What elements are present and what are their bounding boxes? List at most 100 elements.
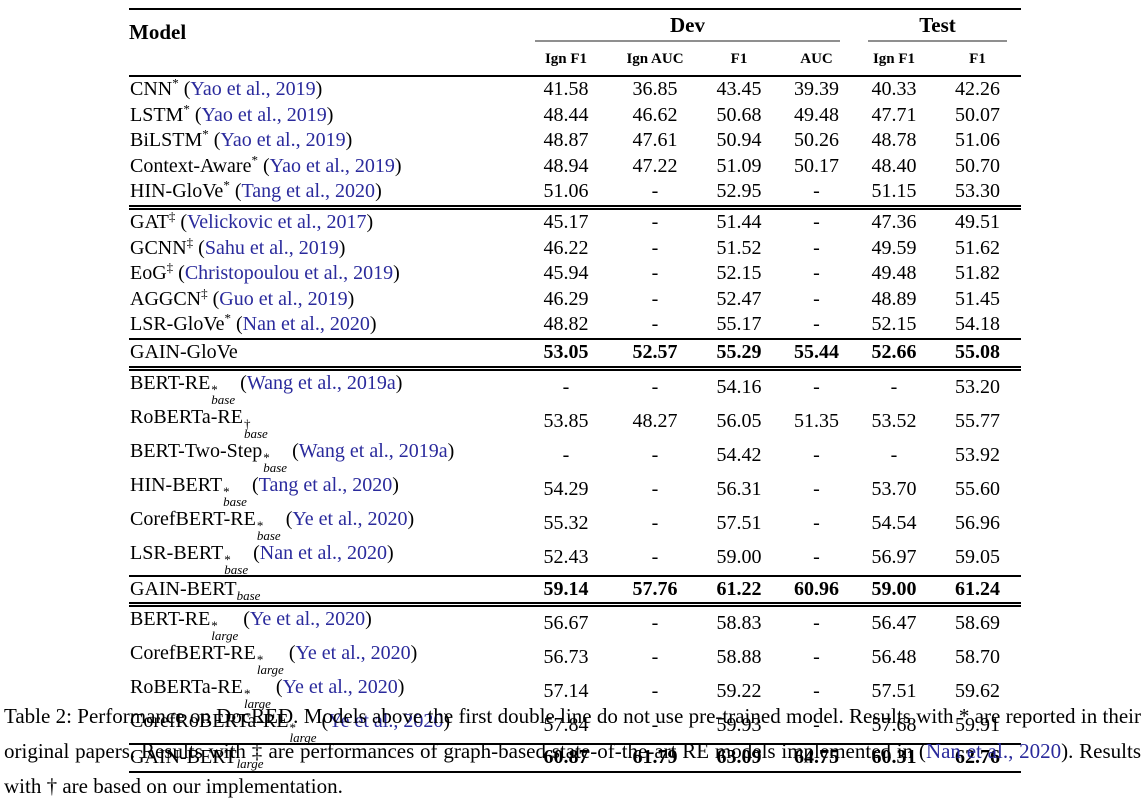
model-cell: BiLSTM* (Yao et al., 2019): [130, 126, 353, 152]
column-header-dev-ign-f1: Ign F1: [521, 42, 611, 77]
table-row: BERT-RE * base (Wang et al., 2019a) - -54.16…: [129, 365, 1022, 406]
citation-link[interactable]: Ye et al., 2020: [292, 507, 408, 530]
model-superscript: *: [224, 310, 231, 326]
citation-link[interactable]: Sahu et al., 2019: [204, 236, 339, 259]
citation-link[interactable]: Velickovic et al., 2017: [187, 210, 367, 233]
model-supsub: * base: [223, 551, 248, 576]
value-cell: 51.15: [871, 180, 917, 203]
model-name: AGGCN: [130, 287, 202, 310]
model-subscript: large: [211, 628, 239, 644]
value-cell: 55.60: [955, 477, 1000, 500]
table-row: GAIN-BERTlarge 60.87 61.79 63.09 64.75 60.31 6…: [129, 743, 1022, 773]
table-row: GAIN-BERTbase 59.14 57.76 61.22 60.96 59.00 61…: [129, 574, 1022, 605]
model-supsub: * large: [210, 619, 239, 644]
column-header-dev-ign-auc: Ign AUC: [611, 42, 699, 77]
table-row: AGGCN‡ (Guo et al., 2019) 46.29 - 52.47 - 48.…: [129, 286, 1021, 313]
value-cell: 45.94: [543, 262, 589, 285]
value-cell: -: [651, 262, 659, 285]
value-cell: 45.17: [521, 204, 611, 236]
model-cell: CorefRoBERTa-RE * large (Ye et al., 2020): [130, 710, 450, 746]
value-cell: 49.48: [871, 262, 917, 285]
value-cell: 54.29: [543, 477, 589, 500]
citation-link[interactable]: Ye et al., 2020: [295, 642, 411, 665]
citation-link[interactable]: Wang et al., 2019a: [246, 371, 396, 394]
model-name: GAT: [130, 210, 169, 233]
model-name: BERT-RE: [130, 371, 211, 394]
value-cell: 55.08: [934, 337, 1022, 369]
value-cell: 48.89: [871, 287, 917, 310]
value-cell: 47.61: [632, 129, 678, 152]
column-header-test-f1: F1: [934, 42, 1022, 77]
citation-link[interactable]: Tang et al., 2020: [258, 473, 393, 496]
value-cell: -: [813, 511, 820, 534]
model-name: HIN-BERT: [130, 473, 223, 496]
column-group-dev: Dev: [521, 9, 854, 42]
model-cell: Context-Aware* (Yao et al., 2019): [130, 152, 402, 177]
table-row: CorefBERT-RE * base (Ye et al., 2020) 55.32…: [129, 507, 1021, 542]
citation-link[interactable]: Ye et al., 2020: [328, 710, 444, 733]
value-cell: 50.70: [955, 154, 1000, 177]
value-cell: 47.36: [854, 204, 934, 236]
value-cell: 60.87: [521, 743, 611, 773]
citation-link[interactable]: Nan et al., 2020: [242, 313, 370, 336]
citation-link[interactable]: Ye et al., 2020: [249, 608, 366, 631]
model-cell: LSTM* (Yao et al., 2019): [130, 100, 334, 126]
results-table-container: Model Dev Test Ign F1 Ign AUC F1 AUC Ign…: [129, 8, 1022, 773]
model-superscript: *: [183, 100, 190, 116]
model-superscript: *: [223, 177, 230, 193]
citation-link[interactable]: Tang et al., 2020: [241, 180, 376, 203]
value-cell: 53.30: [955, 180, 1000, 203]
column-header-dev-f1: F1: [699, 42, 779, 77]
value-cell: 48.27: [632, 409, 678, 432]
value-cell: -: [651, 443, 659, 466]
value-cell: -: [779, 365, 854, 405]
model-subscript: large: [289, 730, 317, 746]
value-cell: 51.82: [955, 262, 1000, 285]
model-superscript: ‡: [166, 259, 174, 275]
value-cell: 57.76: [611, 574, 699, 605]
citation-link[interactable]: Ye et al., 2020: [282, 676, 398, 699]
model-superscript: *: [256, 652, 264, 668]
value-cell: 52.47: [716, 287, 762, 310]
value-cell: 55.17: [716, 313, 762, 336]
value-cell: -: [779, 204, 854, 236]
column-header-test-ign-f1: Ign F1: [854, 42, 934, 77]
model-subscript: base: [263, 459, 288, 475]
value-cell: 56.48: [871, 646, 917, 669]
value-cell: 48.40: [871, 154, 917, 177]
model-superscript: *: [224, 551, 231, 567]
citation-link[interactable]: Nan et al., 2020: [925, 739, 1062, 763]
table-row: HIN-GloVe* (Tang et al., 2020) 51.06 - 52.9…: [129, 179, 1021, 207]
value-cell: 51.45: [955, 287, 1000, 310]
value-cell: 36.85: [632, 78, 678, 100]
model-superscript: ‡: [186, 233, 194, 249]
citation-link[interactable]: Yao et al., 2019: [201, 103, 327, 126]
citation-link[interactable]: Nan et al., 2020: [259, 541, 387, 564]
table-row: EoG‡ (Christopoulou et al., 2019) 45.94 - 5…: [129, 261, 1021, 287]
value-cell: -: [651, 545, 659, 568]
model-superscript: *: [263, 449, 270, 465]
citation-link[interactable]: Wang et al., 2019a: [298, 439, 448, 462]
value-cell: -: [813, 443, 820, 466]
table-row: HIN-BERT * base (Tang et al., 2020) 54.29 - 5…: [129, 473, 1021, 508]
value-cell: 58.83: [699, 602, 779, 642]
value-cell: 61.22: [699, 574, 779, 605]
value-cell: -: [813, 714, 820, 737]
model-cell: LSR-BERT * base (Nan et al., 2020): [130, 541, 394, 577]
citation-link[interactable]: Christopoulou et al., 2019: [184, 262, 394, 285]
model-name: GAIN-GloVe: [130, 340, 238, 363]
model-name: CorefBERT-RE: [130, 507, 256, 530]
value-cell: 62.76: [934, 743, 1022, 773]
citation-link[interactable]: Yao et al., 2019: [190, 78, 316, 100]
model-subscript: large: [243, 696, 271, 712]
value-cell: 56.97: [871, 545, 917, 568]
value-cell: 56.05: [716, 409, 762, 432]
value-cell: 51.06: [955, 129, 1000, 152]
citation-link[interactable]: Yao et al., 2019: [220, 129, 346, 152]
value-cell: 59.91: [955, 714, 1000, 737]
citation-link[interactable]: Yao et al., 2019: [269, 154, 395, 177]
value-cell: 52.43: [543, 545, 589, 568]
value-cell: -: [651, 511, 659, 534]
value-cell: -: [651, 180, 659, 203]
citation-link[interactable]: Guo et al., 2019: [219, 287, 348, 310]
